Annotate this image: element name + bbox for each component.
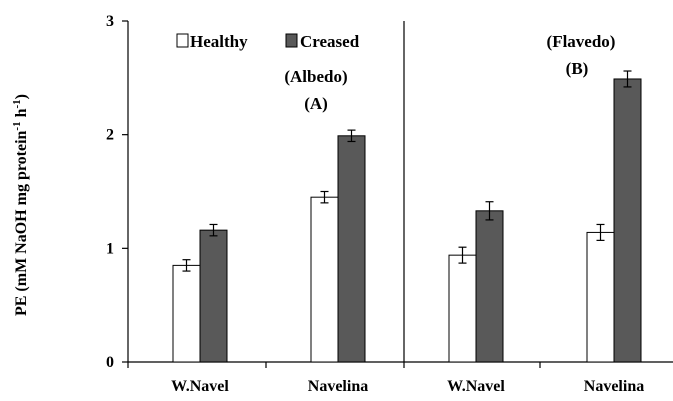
error-bar-creased-p1-0 (485, 201, 494, 221)
error-bar-healthy-p1-0 (458, 246, 467, 264)
x-category-label-p0-1: Navelina (308, 378, 368, 395)
error-bar-creased-p1-1 (623, 70, 632, 88)
error-bar-healthy-p1-1 (596, 223, 605, 241)
error-bar-healthy-p0-1 (320, 190, 329, 204)
panel-a-label-line2: (A) (304, 94, 328, 113)
y-axis-title-sup1: -1 (11, 121, 23, 130)
panel-b-label-line1: (Flavedo) (547, 32, 616, 51)
y-tick-label-1: 1 (106, 240, 114, 257)
y-tick-label-2: 2 (106, 127, 114, 144)
x-category-label-p1-0: W.Navel (447, 378, 505, 395)
category-labels: W.Navel Navelina W.Navel Navelina (171, 378, 644, 395)
y-tick-label-0: 0 (106, 354, 114, 371)
y-axis-title-main: PE (mM NaOH mg protein (13, 130, 30, 316)
error-bar-healthy-p0-0 (182, 259, 191, 272)
bar-creased-p1-navelina (613, 78, 642, 363)
legend-swatch-creased (285, 33, 298, 48)
legend-swatch-healthy (176, 33, 189, 48)
y-tick-label-3: 3 (106, 13, 114, 30)
bar-healthy-p0-wnavel (172, 264, 201, 363)
bar-creased-p1-wnavel (475, 210, 504, 363)
x-category-label-p0-0: W.Navel (171, 378, 229, 395)
x-ticks (127, 362, 541, 368)
y-axis-title-mid: h (13, 108, 30, 121)
error-bar-creased-p0-0 (209, 223, 218, 237)
bar-healthy-p1-navelina (586, 231, 615, 363)
bar-creased-p0-navelina (337, 135, 366, 363)
legend-label-creased: Creased (300, 32, 360, 51)
panel-b-label-line2: (B) (566, 59, 589, 78)
legend: Healthy Creased (176, 32, 360, 51)
bars (172, 78, 642, 363)
bar-creased-p0-wnavel (199, 229, 228, 363)
y-axis-title: PE (mM NaOH mg protein-1 h-1) (11, 94, 30, 316)
y-axis-title-end: ) (13, 94, 30, 99)
error-bar-creased-p0-1 (347, 129, 356, 143)
legend-label-healthy: Healthy (190, 32, 248, 51)
y-axis-title-sup2: -1 (11, 99, 23, 108)
error-bars (182, 70, 632, 272)
x-category-label-p1-1: Navelina (584, 378, 644, 395)
bar-healthy-p0-navelina (310, 196, 339, 363)
bar-healthy-p1-wnavel (448, 254, 477, 363)
panel-a-label-line1: (Albedo) (284, 67, 347, 86)
y-ticks: 0 1 2 3 (106, 13, 128, 371)
